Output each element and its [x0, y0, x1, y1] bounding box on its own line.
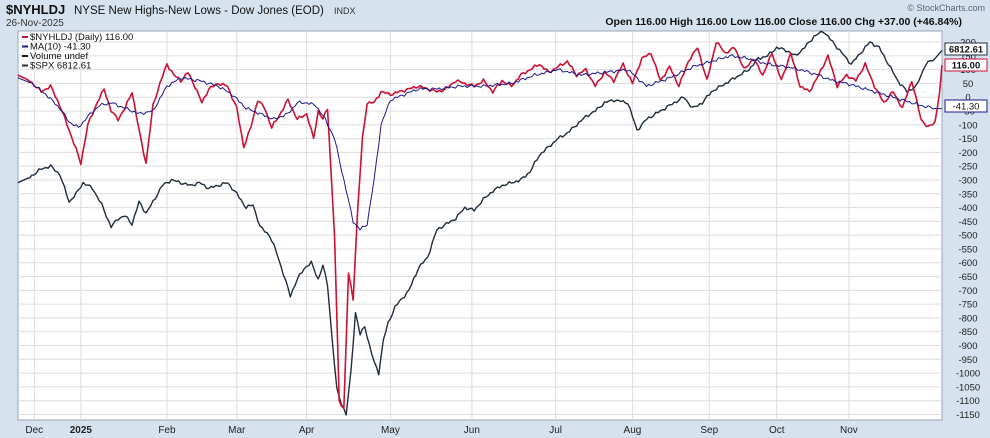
- y-tick-label: -600: [958, 258, 977, 269]
- y-tick-label: 50: [963, 79, 974, 90]
- y-tick-label: 150: [960, 51, 976, 62]
- y-tick-label: -100: [958, 120, 977, 131]
- x-tick-label: Nov: [840, 425, 858, 436]
- y-tick-label: -1050: [956, 382, 980, 393]
- y-tick-label: -1000: [956, 369, 980, 380]
- ma-line: [17, 54, 943, 231]
- y-tick-label: -900: [958, 341, 977, 352]
- y-tick-label: -1100: [956, 396, 980, 407]
- y-tick-label: -800: [958, 313, 977, 324]
- y-tick-label: -200: [958, 148, 977, 159]
- x-tick-label: Mar: [228, 425, 246, 436]
- ohlc-readout: Open 116.00 High 116.00 Low 116.00 Close…: [605, 16, 962, 28]
- y-tick-label: -300: [958, 175, 977, 186]
- svg-text:-41.30: -41.30: [953, 102, 980, 113]
- y-tick-label: -350: [958, 189, 977, 200]
- y-tick-label: -250: [958, 162, 977, 173]
- spx-line: [17, 30, 943, 416]
- watermark: © StockCharts.com: [907, 3, 985, 13]
- chart-title: NYSE New Highs-New Lows - Dow Jones (EOD…: [74, 5, 324, 17]
- series-layer: [17, 30, 943, 416]
- price-tag-spx: 6812.61: [944, 42, 988, 56]
- x-tick-label: Jun: [464, 425, 480, 436]
- x-tick-label: Jul: [549, 425, 562, 436]
- nyhldj-line: [17, 42, 943, 410]
- chart-date: 26-Nov-2025: [6, 18, 64, 29]
- y-tick-label: -150: [958, 134, 977, 145]
- plot-area: [17, 30, 943, 421]
- legend-item: Volume undef: [30, 51, 88, 62]
- x-tick-label: Sep: [700, 425, 718, 436]
- legend-item: MA(10) -41.30: [30, 42, 91, 53]
- y-axis: 200150100500-50-100-150-200-250-300-350-…: [956, 38, 980, 421]
- y-tick-label: -450: [958, 217, 977, 228]
- x-tick-label: Dec: [25, 425, 43, 436]
- y-tick-label: -500: [958, 231, 977, 242]
- chart-symbol: $NYHLDJ: [6, 2, 65, 17]
- grid: [18, 31, 942, 420]
- y-tick-label: -550: [958, 244, 977, 255]
- y-tick-label: -400: [958, 203, 977, 214]
- x-axis: Dec 2025 Feb Mar Apr May Jun Jul Aug Sep Oct Nov: [25, 425, 857, 436]
- x-tick-label: Feb: [158, 425, 176, 436]
- y-tick-label: -750: [958, 300, 977, 311]
- price-tag-ma: -41.30: [944, 99, 988, 113]
- chart-exchange: INDX: [334, 6, 356, 16]
- x-tick-label: Aug: [624, 425, 642, 436]
- y-tick-label: -950: [958, 355, 977, 366]
- x-tick-label: 2025: [70, 425, 93, 436]
- svg-text:116.00: 116.00: [952, 61, 981, 72]
- svg-text:6812.61: 6812.61: [949, 45, 984, 56]
- x-tick-label: May: [381, 425, 400, 436]
- legend-item: $SPX 6812.61: [30, 61, 91, 72]
- y-tick-label: 0: [965, 93, 970, 104]
- y-tick-label: -850: [958, 327, 977, 338]
- x-tick-label: Oct: [769, 425, 785, 436]
- price-tag-close: 116.00: [944, 58, 988, 72]
- x-tick-label: Apr: [299, 425, 315, 436]
- legend-item: $NYHLDJ (Daily) 116.00: [30, 32, 133, 43]
- y-tick-label: -1150: [956, 410, 980, 421]
- y-tick-label: -650: [958, 272, 977, 283]
- price-tags: 6812.61 116.00 -41.30: [944, 42, 988, 113]
- y-tick-label: -700: [958, 286, 977, 297]
